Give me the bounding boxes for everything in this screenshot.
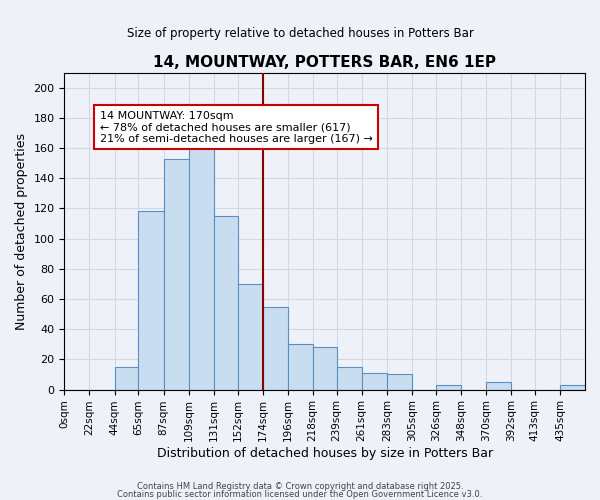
Bar <box>115 367 139 390</box>
Bar <box>287 344 313 390</box>
Bar <box>263 306 287 390</box>
Text: Contains HM Land Registry data © Crown copyright and database right 2025.: Contains HM Land Registry data © Crown c… <box>137 482 463 491</box>
Bar <box>214 216 238 390</box>
Y-axis label: Number of detached properties: Number of detached properties <box>15 132 28 330</box>
Bar <box>560 385 585 390</box>
Text: 14 MOUNTWAY: 170sqm
← 78% of detached houses are smaller (617)
21% of semi-detac: 14 MOUNTWAY: 170sqm ← 78% of detached ho… <box>100 110 373 144</box>
Text: Contains public sector information licensed under the Open Government Licence v3: Contains public sector information licen… <box>118 490 482 499</box>
Title: 14, MOUNTWAY, POTTERS BAR, EN6 1EP: 14, MOUNTWAY, POTTERS BAR, EN6 1EP <box>153 55 496 70</box>
Bar <box>188 148 214 390</box>
Bar <box>313 348 337 390</box>
Bar <box>139 212 164 390</box>
Bar <box>387 374 412 390</box>
Bar <box>486 382 511 390</box>
Bar <box>164 158 188 390</box>
Bar <box>436 385 461 390</box>
Bar <box>362 373 387 390</box>
X-axis label: Distribution of detached houses by size in Potters Bar: Distribution of detached houses by size … <box>157 447 493 460</box>
Bar <box>238 284 263 390</box>
Text: Size of property relative to detached houses in Potters Bar: Size of property relative to detached ho… <box>127 28 473 40</box>
Bar <box>337 367 362 390</box>
